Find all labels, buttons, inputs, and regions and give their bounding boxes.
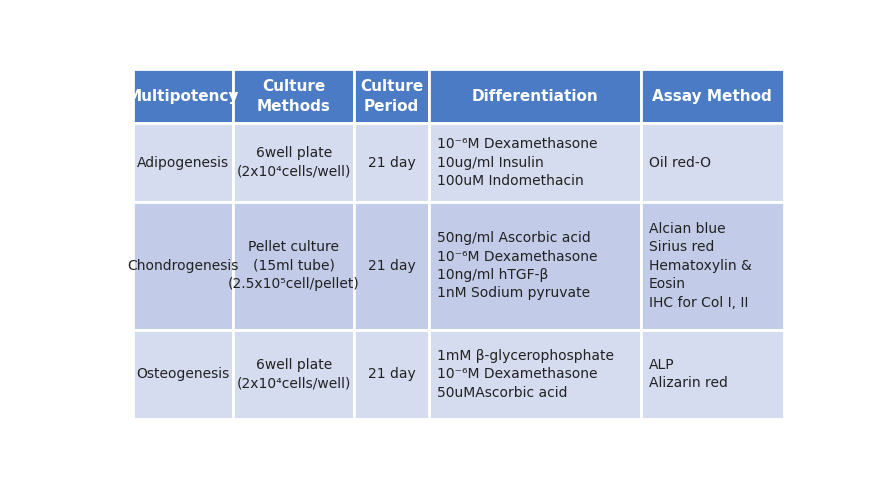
Text: Alcian blue
Sirius red
Hematoxylin &
Eosin
IHC for Col I, II: Alcian blue Sirius red Hematoxylin & Eos… [649, 222, 752, 310]
Bar [132, 202, 233, 329]
Bar [132, 69, 233, 123]
Text: ALP
Alizarin red: ALP Alizarin red [649, 358, 728, 390]
Bar [640, 69, 784, 123]
Text: Multipotency: Multipotency [127, 89, 240, 104]
Bar [429, 123, 640, 202]
Bar [233, 69, 354, 123]
Text: Culture
Methods: Culture Methods [257, 79, 331, 114]
Text: Differentiation: Differentiation [471, 89, 598, 104]
Text: 6well plate
(2x10⁴cells/well): 6well plate (2x10⁴cells/well) [237, 358, 351, 390]
Text: 21 day: 21 day [367, 367, 416, 381]
Text: 10⁻⁶M Dexamethasone
10ug/ml Insulin
100uM Indomethacin: 10⁻⁶M Dexamethasone 10ug/ml Insulin 100u… [437, 137, 598, 188]
Text: Chondrogenesis: Chondrogenesis [127, 259, 239, 273]
Bar [640, 123, 784, 202]
Bar [429, 69, 640, 123]
Bar [354, 329, 429, 419]
Bar [354, 123, 429, 202]
Text: Osteogenesis: Osteogenesis [137, 367, 230, 381]
Bar [640, 202, 784, 329]
Text: 50ng/ml Ascorbic acid
10⁻⁶M Dexamethasone
10ng/ml hTGF-β
1nM Sodium pyruvate: 50ng/ml Ascorbic acid 10⁻⁶M Dexamethason… [437, 231, 598, 300]
Text: 21 day: 21 day [367, 156, 416, 170]
Text: Culture
Period: Culture Period [359, 79, 423, 114]
Text: 21 day: 21 day [367, 259, 416, 273]
Text: Pellet culture
(15ml tube)
(2.5x10⁵cell/pellet): Pellet culture (15ml tube) (2.5x10⁵cell/… [228, 241, 359, 291]
Bar [429, 202, 640, 329]
Text: Adipogenesis: Adipogenesis [137, 156, 229, 170]
Bar [233, 202, 354, 329]
Bar [354, 202, 429, 329]
Text: 6well plate
(2x10⁴cells/well): 6well plate (2x10⁴cells/well) [237, 146, 351, 179]
Text: Assay Method: Assay Method [653, 89, 772, 104]
Bar [354, 69, 429, 123]
Bar [429, 329, 640, 419]
Bar [233, 123, 354, 202]
Bar [132, 329, 233, 419]
Bar [233, 329, 354, 419]
Bar [132, 123, 233, 202]
Text: Oil red-O: Oil red-O [649, 156, 711, 170]
Text: 1mM β-glycerophosphate
10⁻⁶M Dexamethasone
50uMAscorbic acid: 1mM β-glycerophosphate 10⁻⁶M Dexamethaso… [437, 349, 614, 399]
Bar [640, 329, 784, 419]
